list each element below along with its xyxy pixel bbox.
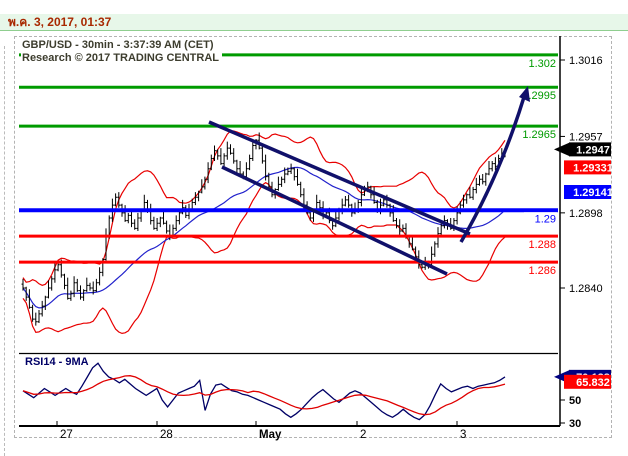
date-tick-label: May xyxy=(259,429,282,441)
price-tick-label: 1.3016 xyxy=(569,55,603,67)
channel-trendline-1 xyxy=(208,120,471,236)
resistance-level-label-bg xyxy=(524,56,557,69)
datetime-bar: พ.ค. 3, 2017, 01:37 xyxy=(0,14,628,31)
chart-title-block: GBP/USD - 30min - 3:37:39 AM (CET) Resea… xyxy=(21,39,222,66)
pivot-level-label-bg xyxy=(524,212,557,225)
date-tick-label: 2 xyxy=(360,429,366,441)
pivot-level-label: 1.29 xyxy=(535,213,556,225)
resistance-level-label: 1.302 xyxy=(528,58,556,70)
price-marker-value: 1.2947 xyxy=(576,144,610,156)
price-marker-pointer xyxy=(554,142,570,157)
price-tick-label: 1.2898 xyxy=(569,208,603,220)
rsi-pane xyxy=(22,362,506,421)
rsi-indicator-label: RSI14 - 9MA xyxy=(23,356,91,368)
resistance-level-label-bg xyxy=(524,128,557,141)
chart-title: GBP/USD - 30min - 3:37:39 AM (CET) xyxy=(22,39,214,51)
support-level-label-bg xyxy=(524,264,557,277)
price-marker-value: 1.29141 xyxy=(573,187,613,199)
rsi-marker-box xyxy=(564,374,611,389)
price-marker-box xyxy=(564,185,611,200)
price-tick-label: 1.2840 xyxy=(569,283,603,295)
rsi-tick-label: 30 xyxy=(569,418,581,430)
projection-arrow-head xyxy=(519,86,530,102)
rsi-marker-value: 65.832 xyxy=(576,377,610,389)
datetime-text: พ.ค. 3, 2017, 01:37 xyxy=(8,15,112,29)
date-tick-label: 3 xyxy=(460,429,466,441)
price-marker-box xyxy=(569,142,611,157)
resistance-level-label-bg xyxy=(524,89,557,102)
rsi-ma-line xyxy=(22,375,506,416)
date-tick-label: 27 xyxy=(60,429,73,441)
candlestick-bars xyxy=(22,132,506,326)
main-pane xyxy=(21,130,507,335)
channel-trendline-2 xyxy=(221,165,448,276)
rsi-line xyxy=(22,362,506,421)
rsi-tick-label: 50 xyxy=(569,395,581,407)
chart-copyright: Research © 2017 TRADING CENTRAL xyxy=(22,52,219,64)
price-marker-value: 1.29331 xyxy=(573,162,613,174)
support-level-label: 1.288 xyxy=(528,239,556,251)
candlestick-open-close-ticks xyxy=(21,139,507,323)
outer-dashed-border xyxy=(4,46,5,456)
date-tick-label: 28 xyxy=(160,429,173,441)
support-level-label-bg xyxy=(524,238,557,251)
bollinger-lower-band xyxy=(22,181,506,335)
projection-arrow-shaft xyxy=(459,96,526,243)
resistance-level-label: 1.2965 xyxy=(522,129,556,141)
price-marker-box xyxy=(564,160,611,175)
resistance-level-label: 1.2995 xyxy=(522,90,556,102)
moving-average-line xyxy=(22,166,506,309)
price-tick-label: 1.2957 xyxy=(569,131,603,143)
support-level-label: 1.286 xyxy=(528,265,556,277)
